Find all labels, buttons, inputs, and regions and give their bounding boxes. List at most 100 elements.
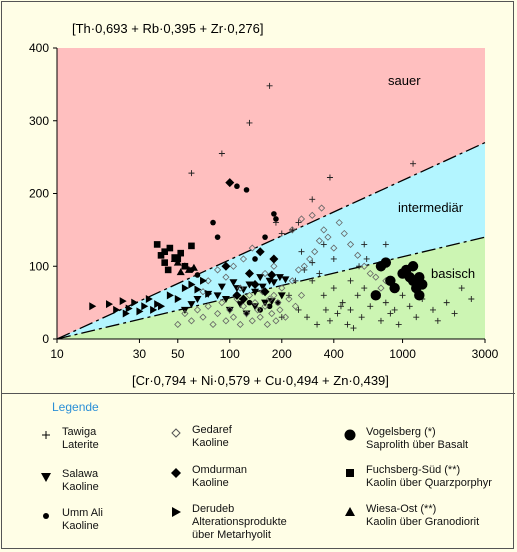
data-point-series-5 <box>119 297 127 306</box>
data-point-series-3 <box>278 284 286 292</box>
data-point-series-3 <box>281 313 290 321</box>
data-point-series-8 <box>180 262 189 270</box>
data-point-series-0 <box>387 310 394 317</box>
data-point-series-3 <box>187 317 196 325</box>
data-point-series-3 <box>233 295 241 303</box>
legend-label: Derudeb <box>192 503 235 515</box>
data-point-series-3 <box>354 251 362 259</box>
data-point-series-0 <box>363 255 370 262</box>
data-point-series-5 <box>136 307 144 316</box>
data-point-series-7 <box>177 249 185 257</box>
data-point-series-5 <box>106 300 114 309</box>
data-point-series-8 <box>189 263 198 271</box>
legend-label: Fuchsberg-Süd (**) <box>366 464 461 476</box>
data-point-series-3 <box>330 244 338 252</box>
data-point-series-3 <box>340 229 348 238</box>
y-tick-label: 300 <box>29 114 49 128</box>
data-point-series-3 <box>324 233 332 241</box>
data-point-series-1 <box>267 298 276 306</box>
data-point-series-3 <box>288 277 296 285</box>
data-point-series-3 <box>239 255 248 263</box>
data-point-series-0 <box>406 303 413 310</box>
data-point-series-2 <box>262 234 268 240</box>
data-point-series-3 <box>306 255 314 263</box>
data-point-series-1 <box>213 292 222 300</box>
data-point-series-3 <box>209 320 217 329</box>
data-point-series-0 <box>278 230 285 237</box>
data-point-series-0 <box>309 277 316 284</box>
data-point-series-3 <box>239 302 248 310</box>
data-point-series-2 <box>210 219 216 226</box>
data-point-series-3 <box>285 295 293 303</box>
y-tick-label: 200 <box>29 187 49 201</box>
x-axis-label: [Cr·0,794 + Ni·0,579 + Cu·0,494 + Zn·0,4… <box>132 373 389 388</box>
legend-label: Gedaref <box>192 424 232 436</box>
data-point-series-0 <box>458 285 465 292</box>
data-point-series-8 <box>176 268 185 276</box>
data-point-series-7 <box>161 259 168 266</box>
data-point-series-2 <box>273 216 279 222</box>
x-tick-label: 1000 <box>389 347 416 361</box>
data-point-series-1 <box>281 276 290 284</box>
data-point-series-0 <box>330 285 337 292</box>
data-point-series-1 <box>187 301 196 309</box>
x-tick-label: 10 <box>50 347 64 361</box>
data-point-series-3 <box>236 284 244 292</box>
data-point-series-0 <box>399 292 406 299</box>
data-point-series-0 <box>334 310 341 317</box>
data-point-series-0 <box>382 299 389 306</box>
data-point-series-4 <box>250 279 260 289</box>
x-tick-label: 50 <box>171 347 185 361</box>
data-point-series-0 <box>391 306 398 313</box>
data-point-series-3 <box>315 237 323 245</box>
region-label-sauer: sauer <box>388 73 421 88</box>
data-point-series-3 <box>222 317 230 325</box>
data-point-series-3 <box>229 262 238 270</box>
data-point-series-0 <box>188 170 195 177</box>
data-point-series-0 <box>322 306 329 313</box>
data-point-series-0 <box>295 219 302 226</box>
square-icon <box>346 469 354 477</box>
data-point-series-3 <box>204 302 212 310</box>
legend-label: Kaolin über Quarzporphyr <box>366 477 492 489</box>
data-point-series-3 <box>181 309 189 318</box>
data-point-series-0 <box>367 303 374 310</box>
data-point-series-3 <box>297 291 306 299</box>
data-point-series-1 <box>275 274 284 282</box>
data-point-series-7 <box>166 244 174 252</box>
data-point-series-4 <box>225 178 235 188</box>
data-point-series-1 <box>217 283 226 291</box>
data-point-series-0 <box>266 82 273 89</box>
data-point-series-5 <box>205 289 213 298</box>
data-point-series-0 <box>358 314 365 321</box>
data-point-series-3 <box>360 262 368 270</box>
data-point-series-2 <box>243 187 250 193</box>
data-point-series-2 <box>275 299 281 306</box>
data-point-series-7 <box>164 266 172 274</box>
data-point-series-0 <box>326 174 333 181</box>
data-point-series-6 <box>407 261 419 272</box>
data-point-series-0 <box>285 292 292 299</box>
data-point-series-4 <box>238 294 248 304</box>
data-point-series-0 <box>382 241 389 248</box>
data-point-series-3 <box>300 262 308 270</box>
data-point-series-3 <box>193 306 202 314</box>
legend-divider <box>1 393 515 394</box>
data-point-series-6 <box>380 257 392 268</box>
data-point-series-3 <box>174 320 182 329</box>
legend-label: Kaoline <box>62 481 99 493</box>
legend-label: Kaoline <box>192 437 229 449</box>
data-point-series-5 <box>181 284 189 293</box>
data-point-series-0 <box>339 299 346 306</box>
legend-label: Vogelsberg (*) <box>366 426 436 438</box>
legend-label: Umm Ali <box>62 507 103 519</box>
data-point-series-5 <box>174 294 182 303</box>
data-point-series-3 <box>251 299 259 307</box>
data-point-series-6 <box>414 271 425 283</box>
region-label-intermediar: intermediär <box>398 200 464 215</box>
data-point-series-3 <box>199 313 207 321</box>
data-point-series-0 <box>361 241 368 248</box>
data-point-series-5 <box>150 305 158 314</box>
data-point-series-0 <box>218 150 225 157</box>
data-point-series-3 <box>346 240 355 248</box>
